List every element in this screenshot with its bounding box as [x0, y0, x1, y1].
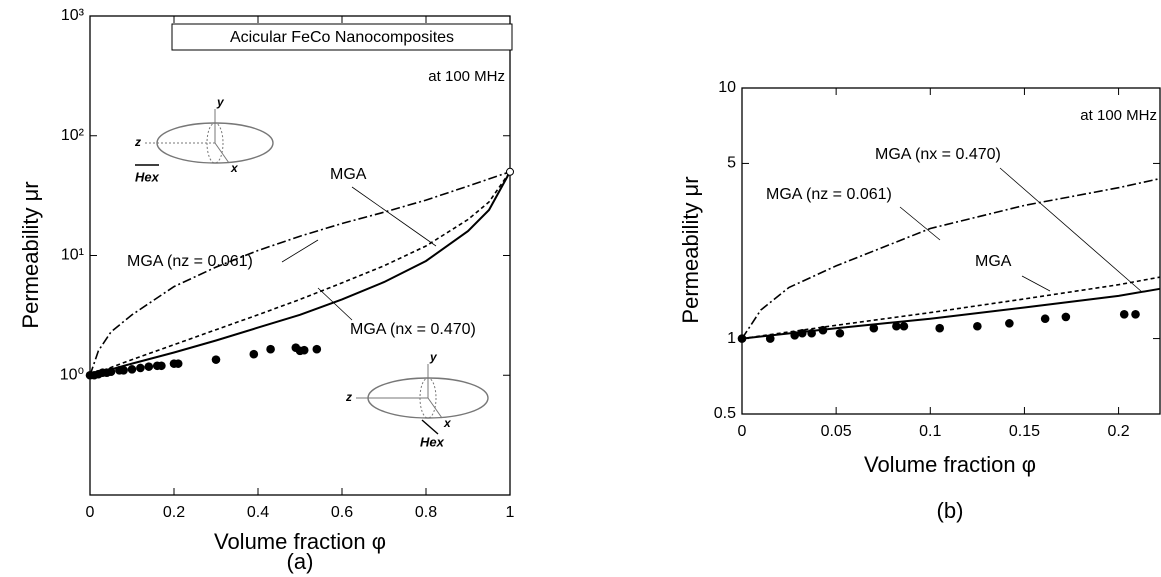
data-point — [299, 345, 309, 355]
data-point — [144, 362, 154, 371]
data-point — [899, 321, 909, 331]
series-annotation: MGA — [330, 166, 367, 183]
data-point — [312, 344, 322, 354]
data-point — [835, 328, 845, 338]
series-annotation: MGA (nx = 0.470) — [350, 321, 476, 338]
ellipsoid-inset — [356, 364, 489, 419]
annotation-leader — [317, 287, 353, 321]
inset-label: z — [134, 135, 141, 149]
inset-label: x — [230, 161, 239, 175]
inset-label: y — [429, 350, 438, 364]
x-tick-label: 0.2 — [1107, 423, 1129, 440]
y-axis-label: Permeability μr — [678, 176, 703, 323]
data-point — [807, 328, 816, 338]
data-point — [765, 334, 775, 343]
caption: (a) — [287, 549, 314, 574]
inset-label: x — [443, 416, 452, 430]
x-tick-label: 0.4 — [247, 504, 269, 521]
series-line — [89, 171, 511, 377]
series-annotation: MGA — [975, 253, 1012, 270]
y-axis-label: Permeability μr — [18, 181, 43, 328]
title-box — [171, 23, 513, 51]
x-axis-label: Volume fraction φ — [214, 529, 386, 554]
plot-frame — [741, 87, 1161, 415]
x-tick-label: 0 — [86, 504, 95, 521]
x-tick-label: 0.1 — [919, 423, 941, 440]
data-point — [790, 331, 800, 340]
y-tick-label: 10² — [61, 127, 85, 144]
axis-x — [214, 142, 230, 164]
data-point — [249, 349, 259, 359]
annotation-leader — [899, 206, 941, 241]
data-point — [1040, 314, 1050, 324]
series-line — [89, 171, 511, 377]
inset-label: Hex — [420, 434, 445, 449]
data-point — [892, 321, 901, 331]
series-annotation: MGA (nx = 0.470) — [875, 146, 1001, 163]
data-point — [1061, 312, 1071, 322]
chart-subtitle: at 100 MHz — [1080, 107, 1157, 124]
data-point — [127, 365, 137, 374]
caption: (b) — [937, 498, 964, 523]
field-arrow — [421, 419, 439, 435]
annotation-leader — [351, 186, 437, 247]
data-point — [869, 323, 879, 333]
axis-x — [427, 397, 443, 419]
data-point — [136, 363, 145, 373]
series-annotation: MGA (nz = 0.061) — [127, 253, 253, 270]
chart-subtitle: at 100 MHz — [428, 68, 505, 85]
x-tick-label: 0.8 — [415, 504, 437, 521]
data-point — [1131, 309, 1140, 319]
y-tick-label: 0.5 — [714, 405, 736, 422]
data-point — [106, 367, 116, 377]
series-line — [89, 171, 511, 376]
data-point — [973, 321, 982, 331]
y-tick-label: 10 — [718, 79, 736, 96]
open-point — [506, 167, 514, 176]
annotation-leader — [1021, 275, 1051, 292]
ellipsoid-inset — [145, 109, 274, 164]
data-point — [173, 359, 183, 368]
x-tick-label: 0.15 — [1009, 423, 1040, 440]
x-axis-label: Volume fraction φ — [864, 452, 1036, 477]
inset-label: z — [345, 390, 352, 404]
series-annotation: MGA (nz = 0.061) — [766, 186, 892, 203]
x-tick-label: 0.2 — [163, 504, 185, 521]
data-point — [797, 328, 807, 338]
y-tick-label: 10³ — [61, 7, 85, 24]
x-tick-label: 1 — [506, 504, 515, 521]
y-tick-label: 10¹ — [61, 247, 84, 264]
y-tick-label: 10⁰ — [60, 366, 84, 383]
y-tick-label: 1 — [727, 330, 736, 347]
inset-label: y — [216, 95, 225, 109]
data-point — [266, 344, 275, 354]
series-line — [741, 276, 1161, 340]
data-point — [818, 325, 828, 335]
data-point — [1119, 309, 1129, 319]
y-tick-label: 5 — [727, 155, 736, 172]
data-point — [211, 355, 221, 364]
inset-label: Hex — [135, 169, 160, 184]
x-tick-label: 0.6 — [331, 504, 353, 521]
data-point — [119, 365, 128, 375]
series-line — [741, 177, 1161, 340]
annotation-leader — [281, 239, 319, 263]
annotation-leader — [999, 167, 1143, 293]
data-point — [935, 323, 945, 333]
data-point — [1005, 319, 1014, 328]
chart-title: Acicular FeCo Nanocomposites — [230, 29, 454, 46]
data-point — [737, 334, 747, 343]
x-tick-label: 0 — [738, 423, 747, 440]
x-tick-label: 0.05 — [821, 423, 852, 440]
data-point — [157, 361, 166, 371]
